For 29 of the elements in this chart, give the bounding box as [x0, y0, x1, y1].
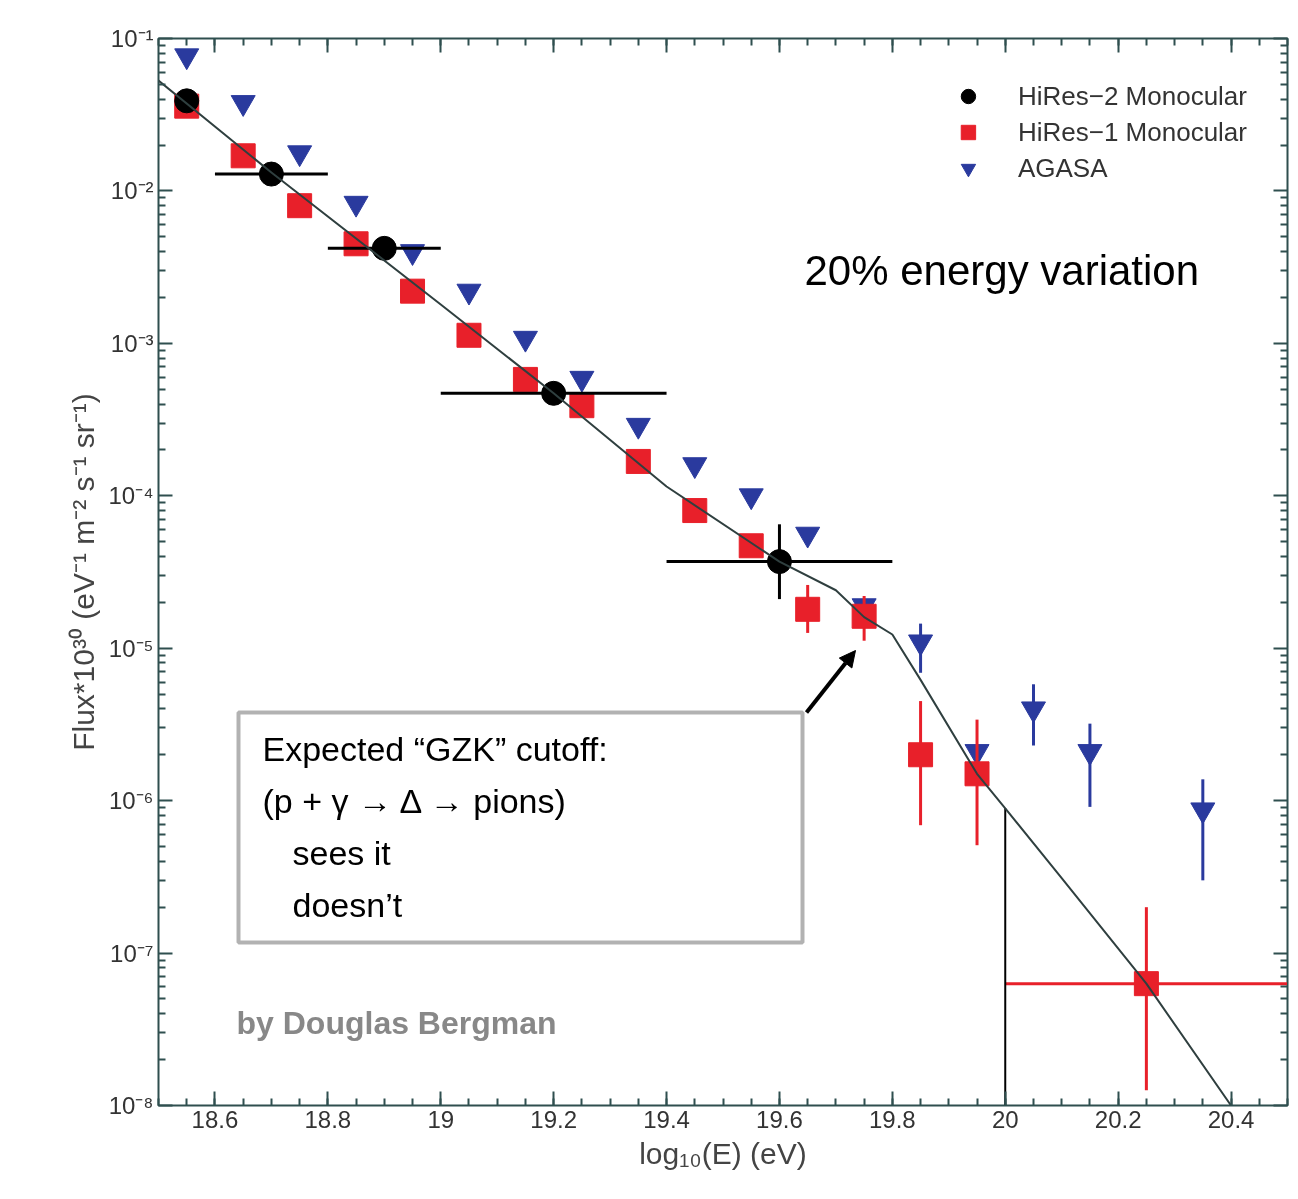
x-tick-label: 18.8	[304, 1105, 352, 1133]
y-tick-label: 10⁻²	[110, 177, 154, 205]
x-tick-label: 19.2	[530, 1105, 578, 1133]
annotation: (p + γ → Δ → pions)	[262, 781, 566, 820]
y-tick-label: 10⁻⁵	[108, 634, 154, 662]
y-tick-label: 10⁻¹	[110, 25, 154, 52]
x-tick-label: 20.2	[1094, 1105, 1142, 1133]
x-tick-label: 19.6	[756, 1105, 803, 1133]
x-tick-label: 19.8	[868, 1105, 916, 1133]
y-tick-label: 10⁻⁸	[108, 1092, 154, 1119]
legend-label: AGASA	[1017, 152, 1108, 184]
annotation: by Douglas Bergman	[236, 1004, 557, 1041]
y-tick-label: 10⁻⁴	[108, 482, 154, 510]
annotation: Expected “GZK” cutoff:	[262, 729, 608, 768]
y-axis-title: Flux*10³⁰ (eV⁻¹ m⁻² s⁻¹ sr⁻¹)	[67, 393, 101, 751]
x-tick-label: 19.4	[643, 1105, 690, 1133]
y-tick-label: 10⁻³	[110, 329, 154, 357]
x-tick-label: 18.6	[191, 1105, 239, 1133]
y-tick-label: 10⁻⁶	[108, 787, 154, 815]
legend-label: HiRes−1 Monocular	[1017, 116, 1247, 148]
x-tick-label: 20	[991, 1105, 1019, 1133]
x-tick-label: 19	[427, 1105, 455, 1133]
annotation: 20% energy variation	[804, 247, 1200, 294]
x-tick-label: 20.4	[1207, 1105, 1255, 1133]
annotation: doesn’t	[292, 885, 403, 924]
x-axis-title: log₁₀(E) (eV)	[639, 1136, 807, 1170]
y-tick-label: 10⁻⁷	[110, 939, 154, 967]
annotation: sees it	[292, 833, 392, 872]
legend-label: HiRes−2 Monocular	[1017, 80, 1247, 112]
